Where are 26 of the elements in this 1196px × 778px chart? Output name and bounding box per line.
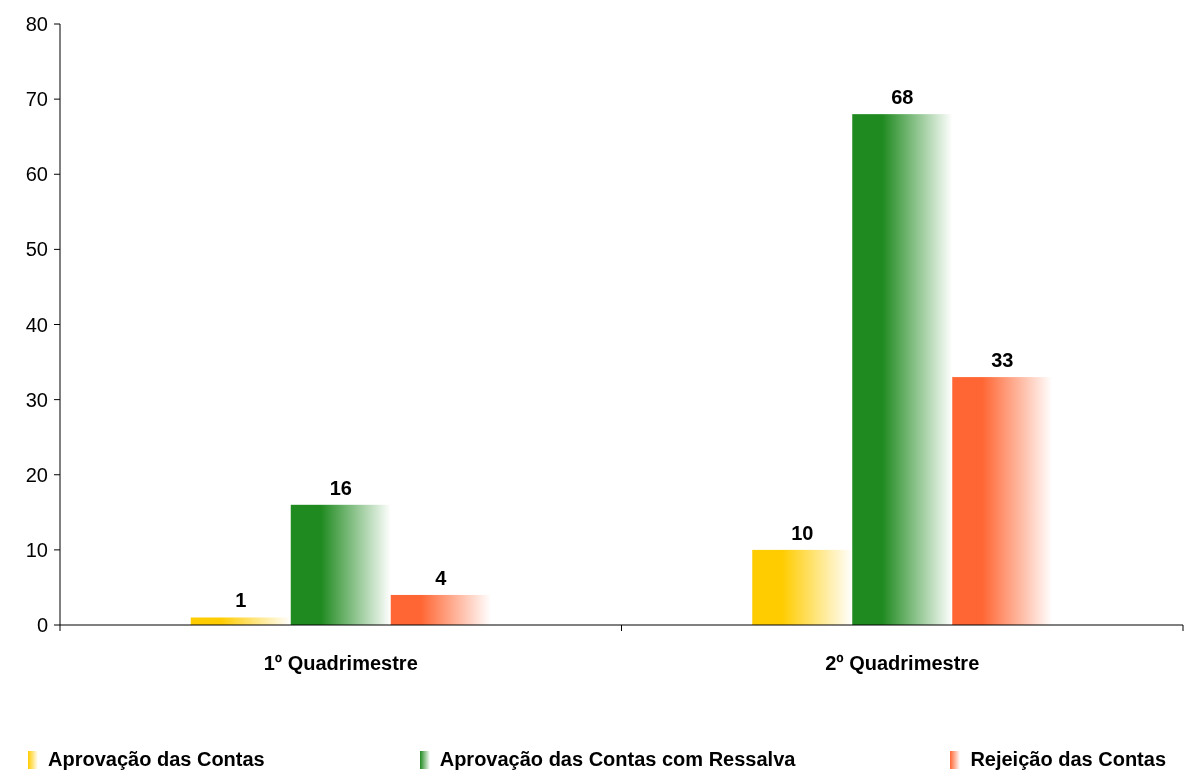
bar bbox=[290, 504, 391, 625]
y-tick-label: 70 bbox=[25, 88, 48, 111]
x-tick-label: 2º Quadrimestre bbox=[825, 652, 980, 674]
bar bbox=[390, 594, 491, 625]
data-label: 1 bbox=[235, 589, 247, 612]
y-tick-label: 60 bbox=[25, 163, 48, 186]
bar bbox=[752, 549, 853, 625]
data-label: 10 bbox=[791, 521, 814, 544]
data-label: 68 bbox=[891, 86, 914, 109]
legend-label: Aprovação das Contas bbox=[48, 748, 265, 771]
y-tick-label: 20 bbox=[25, 463, 48, 486]
y-tick-label: 10 bbox=[25, 538, 48, 561]
bar bbox=[952, 377, 1053, 625]
y-tick-label: 40 bbox=[25, 313, 48, 336]
bar bbox=[190, 617, 291, 625]
bar bbox=[852, 114, 953, 625]
legend-label: Rejeição das Contas bbox=[970, 748, 1166, 771]
y-tick-label: 80 bbox=[25, 13, 48, 35]
data-label: 33 bbox=[991, 349, 1014, 372]
y-tick-label: 50 bbox=[25, 238, 48, 261]
data-label: 4 bbox=[435, 566, 448, 589]
y-tick-label: 0 bbox=[36, 614, 48, 636]
x-tick-label: 1º Quadrimestre bbox=[263, 652, 418, 674]
legend-label: Aprovação das Contas com Ressalva bbox=[439, 748, 796, 771]
data-label: 16 bbox=[329, 476, 352, 499]
y-tick-label: 30 bbox=[25, 388, 48, 411]
